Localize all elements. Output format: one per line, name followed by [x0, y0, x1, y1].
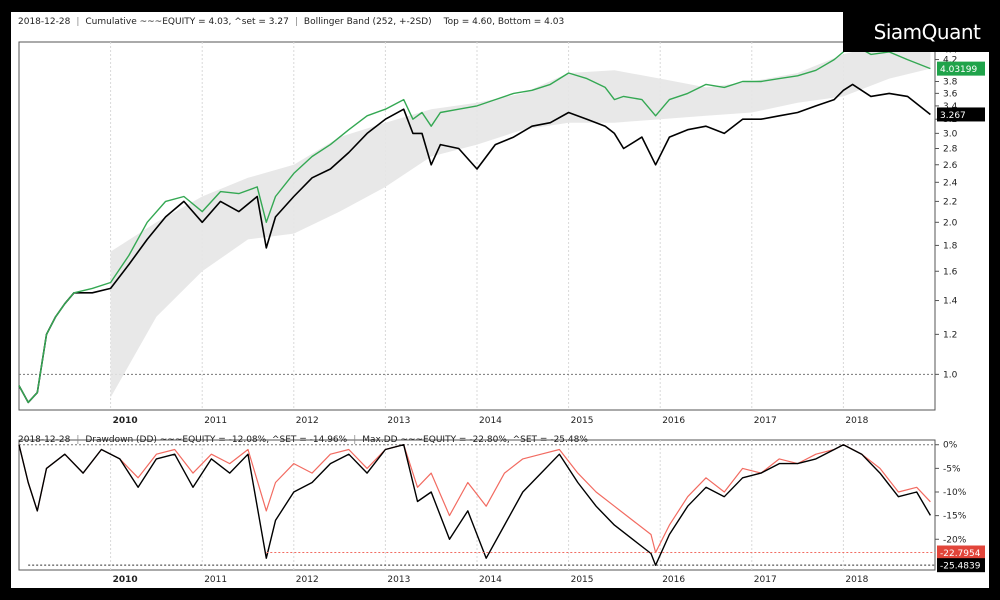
- chart-svg: 2010 2010 2011 2011 2012 2012 2013 2013 2014 2014…: [18, 39, 985, 585]
- y-tick-label: 1.4: [943, 297, 958, 307]
- y-tick-label: 2.0: [943, 218, 958, 228]
- set-drawdown-line: [18, 444, 932, 566]
- x-tick-label: 2018: [845, 416, 868, 426]
- set-maxdd-badge-bg: [937, 558, 985, 573]
- x-tick-label: 2016: [662, 575, 685, 585]
- y-tick-label: 2.4: [943, 178, 958, 188]
- x-tick-label: 2017: [754, 416, 777, 426]
- header-top-bottom: Top = 4.60, Bottom = 4.03: [443, 17, 565, 27]
- set-last-badge-bg: [937, 107, 985, 122]
- y-tick-label: 3.8: [943, 78, 958, 88]
- y-tick-label: 0%: [943, 441, 958, 451]
- y-tick-label: 3.6: [943, 89, 958, 99]
- x-tick-label: 2010: [113, 575, 138, 585]
- x-tick-label: 2011: [204, 575, 227, 585]
- equity-maxdd-badge-text: -22.7954: [940, 549, 981, 559]
- header2-maxdd: Max.DD ~~~EQUITY = -22.80%, ^SET = -25.4…: [362, 435, 588, 445]
- y-tick-label: 3.4: [943, 102, 958, 112]
- x-tick-label: 2015: [571, 575, 594, 585]
- y-tick-label: 2.2: [943, 197, 957, 207]
- x-tick-label: 2018: [845, 575, 868, 585]
- x-tick-label: 2014: [479, 416, 502, 426]
- y-tick-label: 1.8: [943, 241, 958, 251]
- set-maxdd-badge-text: -25.4839: [940, 562, 981, 572]
- set-maxdd-badge: -25.4839: [937, 558, 985, 573]
- chart-canvas: 2010 2010 2011 2011 2012 2012 2013 2013 2014 2014…: [11, 12, 989, 588]
- header2-drawdown: Drawdown (DD) ~~~EQUITY = -12.08%, ^SET …: [85, 435, 348, 445]
- siamquant-logo: SiamQuant: [843, 12, 989, 52]
- x-tick-label: 2012: [296, 575, 319, 585]
- x-tick-label: 2010: [113, 416, 138, 426]
- y-tick-label: 1.6: [943, 267, 958, 277]
- x-tick-label: 2013: [387, 416, 410, 426]
- x-tick-label: 2013: [387, 575, 410, 585]
- x-tick-label: 2015: [571, 416, 594, 426]
- header-bollinger: Bollinger Band (252, +-2SD): [303, 17, 432, 27]
- header-date: 2018-12-28: [18, 17, 71, 27]
- x-tick-label: 2017: [754, 575, 777, 585]
- set-line: [18, 83, 931, 404]
- equity-last-badge-bg: [937, 61, 985, 76]
- x-tick-label: 2014: [479, 575, 502, 585]
- drawdown-header: 2018-12-28 | Drawdown (DD) ~~~EQUITY = -12…: [18, 435, 588, 445]
- y-tick-label: 3.0: [943, 129, 958, 139]
- y-tick-label: 4.2: [943, 56, 957, 66]
- set-last-badge: 3.267: [937, 107, 985, 122]
- x-tick-label: 2012: [296, 416, 319, 426]
- y-tick-label: 1.0: [943, 370, 958, 380]
- header2-date: 2018-12-28: [18, 435, 71, 445]
- equity-last-badge: 4.03199: [937, 61, 985, 76]
- equity-maxdd-badge-bg: [937, 545, 985, 560]
- equity-line: [18, 43, 931, 404]
- y-tick-label: -15%: [943, 512, 967, 522]
- y-tick-label: 2.6: [943, 161, 958, 171]
- cumulative-header: 2018-12-28 | Cumulative ~~~EQUITY = 4.03, …: [18, 17, 565, 27]
- x-tick-label: 2011: [204, 416, 227, 426]
- y-tick-label: 1.2: [943, 330, 957, 340]
- y-tick-label: -10%: [943, 488, 967, 498]
- equity-last-badge-text: 4.03199: [940, 65, 977, 75]
- equity-drawdown-line: [18, 444, 931, 554]
- header-cumulative: Cumulative ~~~EQUITY = 4.03, ^set = 3.27: [85, 17, 289, 27]
- y-tick-label: -5%: [943, 464, 961, 474]
- y-tick-label: -20%: [943, 535, 967, 545]
- y-tick-label: 2.8: [943, 144, 958, 154]
- set-last-badge-text: 3.267: [940, 111, 966, 121]
- equity-maxdd-badge: -22.7954: [937, 545, 985, 560]
- x-tick-label: 2016: [662, 416, 685, 426]
